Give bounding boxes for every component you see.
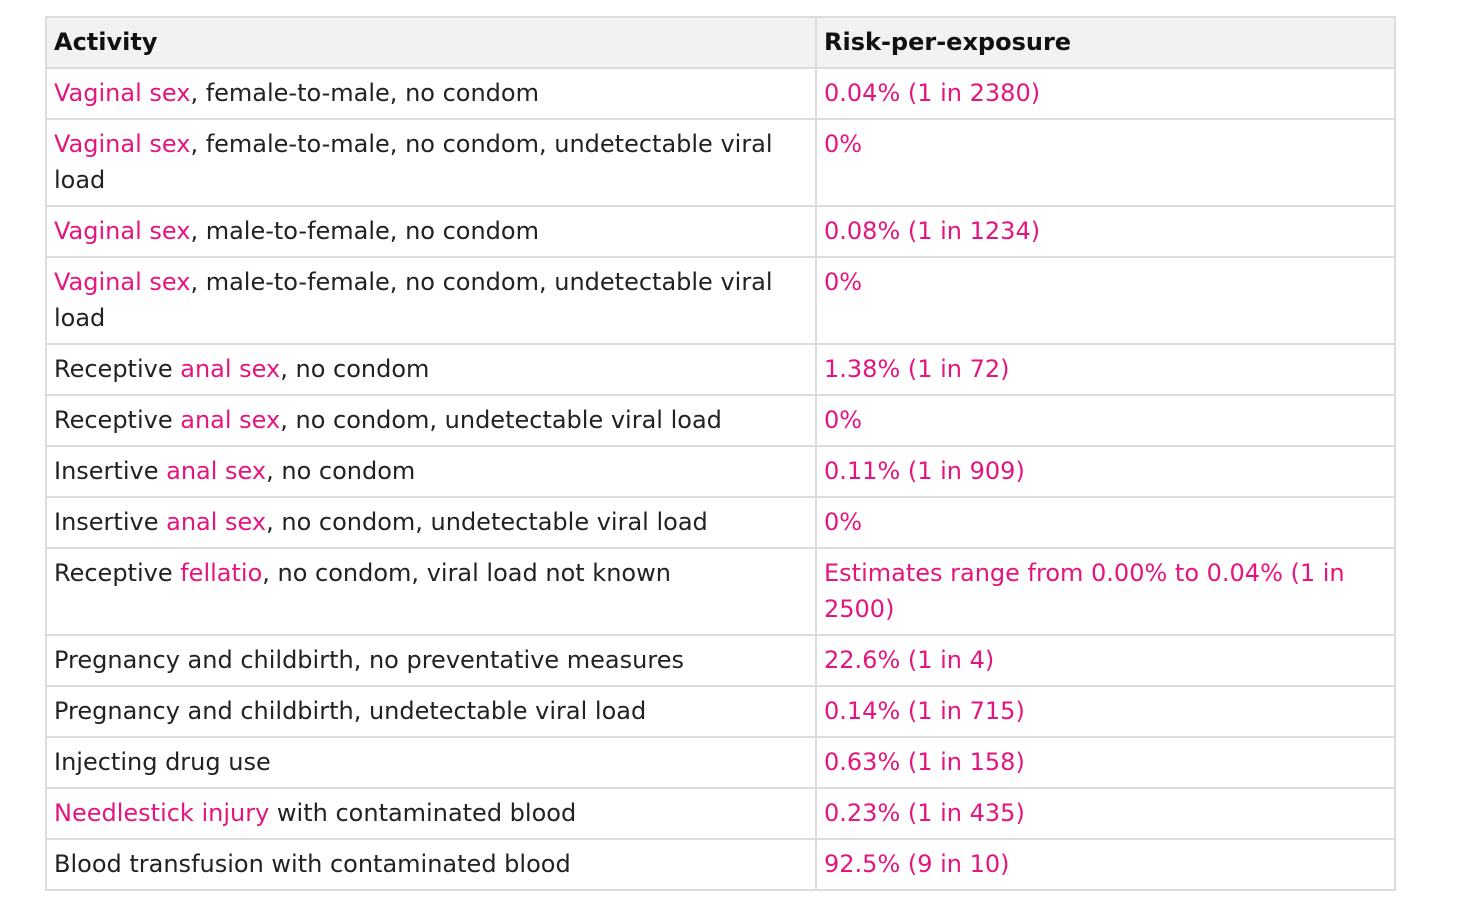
activity-link[interactable]: anal sex bbox=[180, 355, 281, 383]
activity-text: Receptive bbox=[54, 559, 181, 587]
activity-text: , no condom, undetectable viral load bbox=[266, 508, 708, 536]
table-row: Blood transfusion with contaminated bloo… bbox=[45, 838, 1396, 891]
activity-cell: Blood transfusion with contaminated bloo… bbox=[45, 838, 817, 891]
activity-cell: Pregnancy and childbirth, undetectable v… bbox=[45, 685, 817, 738]
activity-column-header: Activity bbox=[45, 16, 817, 69]
activity-text: , no condom, viral load not known bbox=[262, 559, 671, 587]
activity-link[interactable]: anal sex bbox=[166, 457, 267, 485]
activity-text: , male-to-female, no condom, undetectabl… bbox=[54, 268, 773, 332]
activity-text: , no condom bbox=[280, 355, 430, 383]
risk-cell: 0.63% (1 in 158) bbox=[815, 736, 1396, 789]
activity-text: Blood transfusion with contaminated bloo… bbox=[54, 850, 571, 878]
table-row: Pregnancy and childbirth, no preventativ… bbox=[45, 634, 1396, 687]
activity-text: Pregnancy and childbirth, no preventativ… bbox=[54, 646, 684, 674]
table-row: Vaginal sex, female-to-male, no condom 0.… bbox=[45, 67, 1396, 120]
activity-text: , male-to-female, no condom bbox=[190, 217, 539, 245]
table-row: Injecting drug use 0.63% (1 in 158) bbox=[45, 736, 1396, 789]
risk-cell: 0% bbox=[815, 496, 1396, 549]
activity-text: , no condom bbox=[266, 457, 416, 485]
table-body: Vaginal sex, female-to-male, no condom 0.… bbox=[45, 67, 1396, 891]
activity-text: with contaminated blood bbox=[269, 799, 577, 827]
table-row: Needlestick injury with contaminated blo… bbox=[45, 787, 1396, 840]
activity-cell: Needlestick injury with contaminated blo… bbox=[45, 787, 817, 840]
activity-cell: Pregnancy and childbirth, no preventativ… bbox=[45, 634, 817, 687]
risk-cell: 0% bbox=[815, 394, 1396, 447]
risk-cell: Estimates range from 0.00% to 0.04% (1 i… bbox=[815, 547, 1396, 636]
activity-cell: Vaginal sex, male-to-female, no condom, … bbox=[45, 256, 817, 345]
activity-text: Injecting drug use bbox=[54, 748, 271, 776]
activity-link[interactable]: Vaginal sex bbox=[54, 268, 191, 296]
table-row: Vaginal sex, male-to-female, no condom 0.… bbox=[45, 205, 1396, 258]
activity-text: Insertive bbox=[54, 457, 167, 485]
risk-cell: 0.04% (1 in 2380) bbox=[815, 67, 1396, 120]
activity-link[interactable]: Vaginal sex bbox=[54, 79, 191, 107]
risk-cell: 22.6% (1 in 4) bbox=[815, 634, 1396, 687]
risk-cell: 92.5% (9 in 10) bbox=[815, 838, 1396, 891]
risk-cell: 0.14% (1 in 715) bbox=[815, 685, 1396, 738]
activity-text: , no condom, undetectable viral load bbox=[280, 406, 722, 434]
activity-cell: Vaginal sex, female-to-male, no condom, … bbox=[45, 118, 817, 207]
activity-link[interactable]: Needlestick injury bbox=[54, 799, 270, 827]
activity-link[interactable]: anal sex bbox=[180, 406, 281, 434]
table-row: Insertive anal sex, no condom, undetecta… bbox=[45, 496, 1396, 549]
activity-link[interactable]: fellatio bbox=[180, 559, 263, 587]
activity-text: Receptive bbox=[54, 406, 181, 434]
table-row: Pregnancy and childbirth, undetectable v… bbox=[45, 685, 1396, 738]
activity-cell: Insertive anal sex, no condom bbox=[45, 445, 817, 498]
table-row: Vaginal sex, male-to-female, no condom, … bbox=[45, 256, 1396, 345]
risk-cell: 0% bbox=[815, 256, 1396, 345]
activity-cell: Receptive fellatio, no condom, viral loa… bbox=[45, 547, 817, 636]
activity-text: , female-to-male, no condom, undetectabl… bbox=[54, 130, 773, 194]
activity-link[interactable]: anal sex bbox=[166, 508, 267, 536]
activity-cell: Receptive anal sex, no condom, undetecta… bbox=[45, 394, 817, 447]
risk-cell: 0.11% (1 in 909) bbox=[815, 445, 1396, 498]
risk-cell: 1.38% (1 in 72) bbox=[815, 343, 1396, 396]
activity-text: Receptive bbox=[54, 355, 181, 383]
risk-cell: 0.23% (1 in 435) bbox=[815, 787, 1396, 840]
activity-link[interactable]: Vaginal sex bbox=[54, 130, 191, 158]
activity-cell: Insertive anal sex, no condom, undetecta… bbox=[45, 496, 817, 549]
table-row: Receptive fellatio, no condom, viral loa… bbox=[45, 547, 1396, 636]
activity-text: Insertive bbox=[54, 508, 167, 536]
table-row: Receptive anal sex, no condom, undetecta… bbox=[45, 394, 1396, 447]
risk-table: Activity Risk-per-exposure Vaginal sex, … bbox=[45, 16, 1396, 891]
table-row: Receptive anal sex, no condom 1.38% (1 in… bbox=[45, 343, 1396, 396]
risk-column-header: Risk-per-exposure bbox=[815, 16, 1396, 69]
risk-cell: 0% bbox=[815, 118, 1396, 207]
activity-cell: Injecting drug use bbox=[45, 736, 817, 789]
activity-link[interactable]: Vaginal sex bbox=[54, 217, 191, 245]
table-header-row: Activity Risk-per-exposure bbox=[45, 16, 1396, 69]
activity-cell: Vaginal sex, female-to-male, no condom bbox=[45, 67, 817, 120]
table-row: Vaginal sex, female-to-male, no condom, … bbox=[45, 118, 1396, 207]
risk-cell: 0.08% (1 in 1234) bbox=[815, 205, 1396, 258]
activity-cell: Vaginal sex, male-to-female, no condom bbox=[45, 205, 817, 258]
table-row: Insertive anal sex, no condom 0.11% (1 in… bbox=[45, 445, 1396, 498]
activity-cell: Receptive anal sex, no condom bbox=[45, 343, 817, 396]
activity-text: , female-to-male, no condom bbox=[190, 79, 539, 107]
activity-text: Pregnancy and childbirth, undetectable v… bbox=[54, 697, 647, 725]
